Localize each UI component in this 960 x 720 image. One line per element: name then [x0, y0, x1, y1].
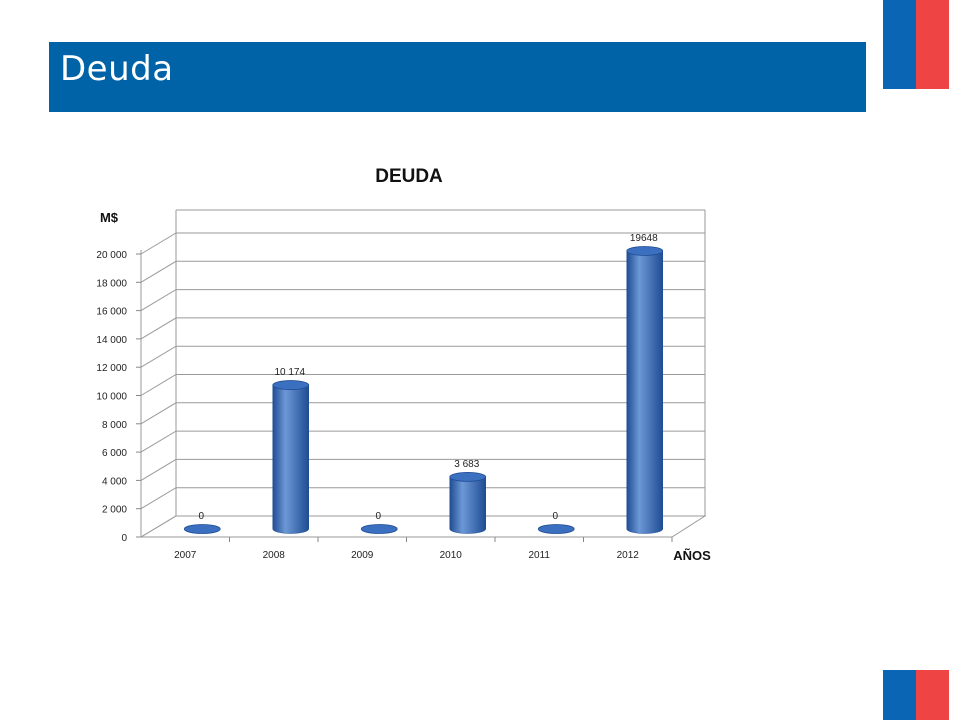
- bar-cylinder: [626, 250, 663, 534]
- y-axis-label: M$: [100, 210, 119, 225]
- x-tick-label: 2011: [528, 550, 550, 561]
- data-label: 10 174: [274, 367, 305, 378]
- bar-top: [626, 246, 664, 256]
- gridline: [140, 402, 705, 425]
- x-axis-label: AÑOS: [673, 548, 711, 563]
- bar-zero-disc: [360, 524, 398, 534]
- bar-cylinder: [449, 476, 486, 534]
- y-tick-label: 6 000: [102, 448, 127, 459]
- gridline: [140, 487, 705, 510]
- y-tick-label: 16 000: [96, 307, 127, 318]
- bar-zero-disc: [537, 524, 575, 534]
- data-label: 19648: [630, 233, 658, 244]
- bar-cylinder: [272, 384, 309, 534]
- x-tick-label: 2009: [351, 550, 374, 561]
- y-tick-label: 14 000: [96, 335, 127, 346]
- y-tick-label: 8 000: [102, 420, 127, 431]
- x-tick-label: 2010: [440, 550, 463, 561]
- title-banner: Deuda: [49, 42, 866, 112]
- y-tick-label: 18 000: [96, 278, 127, 289]
- gridline: [140, 317, 705, 340]
- x-tick-label: 2008: [263, 550, 286, 561]
- gridline: [140, 232, 705, 255]
- page-title: Deuda: [60, 49, 174, 89]
- bar-top: [449, 471, 487, 482]
- y-tick-label: 10 000: [96, 392, 127, 403]
- chart-title: DEUDA: [375, 166, 443, 187]
- y-tick-label: 4 000: [102, 476, 127, 487]
- x-tick-label: 2012: [617, 550, 640, 561]
- chart-floor: [139, 515, 707, 538]
- gridline: [140, 289, 705, 312]
- gridline: [140, 374, 705, 396]
- flag-stripe-top: [883, 0, 949, 89]
- x-tick-label: 2007: [174, 550, 197, 561]
- gridline: [140, 458, 705, 481]
- flag-red-stripe: [916, 670, 949, 720]
- data-label: 0: [198, 511, 204, 522]
- flag-stripe-bottom: [883, 670, 949, 720]
- flag-blue-stripe: [883, 670, 916, 720]
- y-tick-label: 0: [121, 533, 127, 544]
- gridline: [140, 515, 705, 538]
- data-label: 0: [552, 511, 558, 522]
- y-tick-label: 2 000: [102, 505, 127, 516]
- gridline: [140, 430, 705, 453]
- gridline: [140, 260, 705, 283]
- flag-blue-stripe: [883, 0, 916, 89]
- bar-zero-disc: [183, 524, 221, 534]
- bar-top: [272, 380, 310, 390]
- y-tick-label: 20 000: [96, 250, 127, 261]
- y-tick-label: 12 000: [96, 363, 127, 374]
- gridline: [140, 345, 705, 368]
- flag-red-stripe: [916, 0, 949, 89]
- data-label: 0: [375, 511, 381, 522]
- data-label: 3 683: [454, 459, 479, 470]
